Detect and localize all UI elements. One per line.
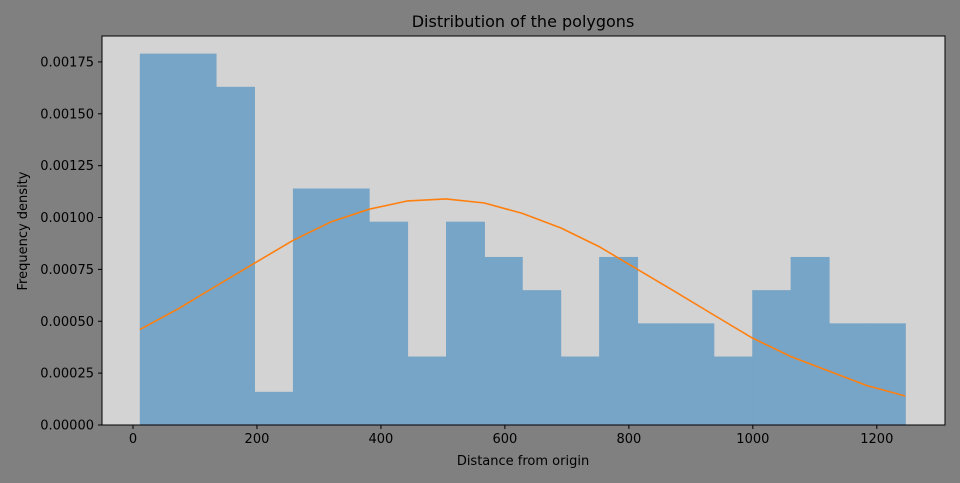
x-tick-label: 1000	[736, 432, 769, 447]
y-tick-label: 0.00125	[40, 159, 94, 174]
histogram-bar	[560, 356, 600, 425]
histogram-bar	[254, 391, 294, 425]
histogram-bar	[216, 86, 255, 425]
histogram-bar	[331, 188, 370, 425]
x-tick-label: 400	[369, 432, 394, 447]
histogram-bar	[446, 221, 485, 425]
plot-frame	[101, 35, 946, 426]
y-tick-label: 0.00050	[40, 315, 94, 330]
y-tick-label: 0.00000	[40, 419, 94, 434]
y-axis: 0.00000 0.00025 0.00050 0.00075 0.00100 0.001…	[40, 55, 102, 434]
x-tick-label: 1200	[860, 432, 893, 447]
histogram-bar	[675, 323, 715, 425]
y-tick-label: 0.00075	[40, 263, 94, 278]
histogram-bar	[752, 290, 792, 425]
x-axis-label: Distance from origin	[457, 454, 589, 469]
histogram-bar	[292, 188, 332, 425]
histogram-bar	[522, 290, 562, 425]
y-tick-label: 0.00100	[40, 211, 94, 226]
chart-title: Distribution of the polygons	[412, 12, 635, 31]
histogram-bar	[637, 323, 677, 425]
histogram-bar	[484, 256, 523, 425]
histogram-bar	[790, 256, 830, 425]
y-tick-label: 0.00025	[40, 367, 94, 382]
density-curve-layer	[139, 198, 906, 397]
histogram-bars	[139, 53, 906, 425]
y-tick-label: 0.00175	[40, 55, 94, 70]
density-curve	[139, 198, 906, 397]
x-tick-label: 600	[492, 432, 517, 447]
y-axis-label: Frequency density	[16, 171, 31, 290]
histogram-bar	[178, 53, 217, 425]
histogram-bar	[829, 323, 868, 425]
histogram-bar	[866, 323, 906, 425]
histogram-bar	[407, 356, 447, 425]
x-tick-label: 800	[616, 432, 641, 447]
histogram-bar	[139, 53, 179, 425]
x-axis: 0 200 400 600 800 1000 1200	[129, 425, 893, 447]
x-tick-label: 0	[129, 432, 137, 447]
x-tick-label: 200	[245, 432, 270, 447]
histogram-bar	[713, 356, 753, 425]
histogram-bar	[369, 221, 409, 425]
histogram-bar	[599, 256, 639, 425]
y-tick-label: 0.00150	[40, 107, 94, 122]
